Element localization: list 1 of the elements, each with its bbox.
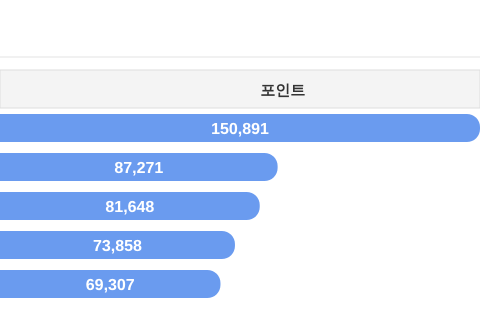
title: 포인트 [260,82,306,99]
